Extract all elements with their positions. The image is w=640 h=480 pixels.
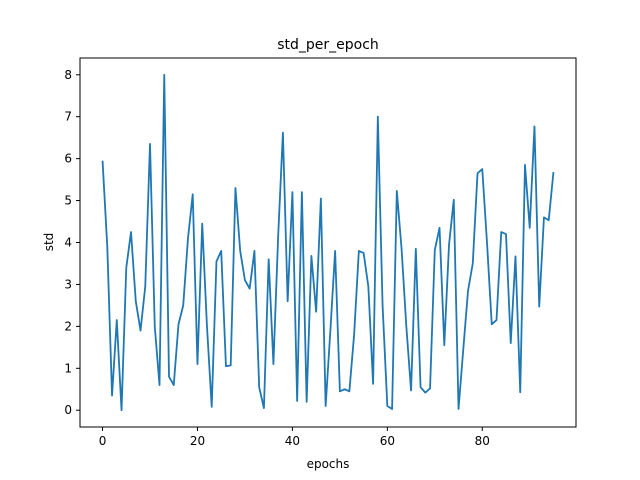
y-tick-label: 0 [64, 403, 72, 417]
y-tick-label: 6 [64, 152, 72, 166]
y-axis-label: std [42, 233, 56, 252]
chart-title: std_per_epoch [277, 37, 379, 53]
y-axis: 0 1 2 3 4 5 6 7 8 [64, 68, 80, 417]
x-tick-label: 60 [380, 434, 395, 448]
x-tick-label: 40 [285, 434, 300, 448]
x-axis: 0 20 40 60 80 [99, 427, 490, 448]
y-tick-label: 7 [64, 110, 72, 124]
y-tick-label: 8 [64, 68, 72, 82]
x-tick-label: 20 [190, 434, 205, 448]
y-tick-label: 3 [64, 277, 72, 291]
series-line [101, 73, 555, 412]
y-tick-label: 5 [64, 194, 72, 208]
x-tick-label: 0 [99, 434, 107, 448]
plot-area [101, 73, 555, 412]
y-tick-label: 4 [64, 236, 72, 250]
x-axis-label: epochs [307, 457, 350, 471]
y-tick-label: 1 [64, 361, 72, 375]
y-tick-label: 2 [64, 319, 72, 333]
x-tick-label: 80 [475, 434, 490, 448]
